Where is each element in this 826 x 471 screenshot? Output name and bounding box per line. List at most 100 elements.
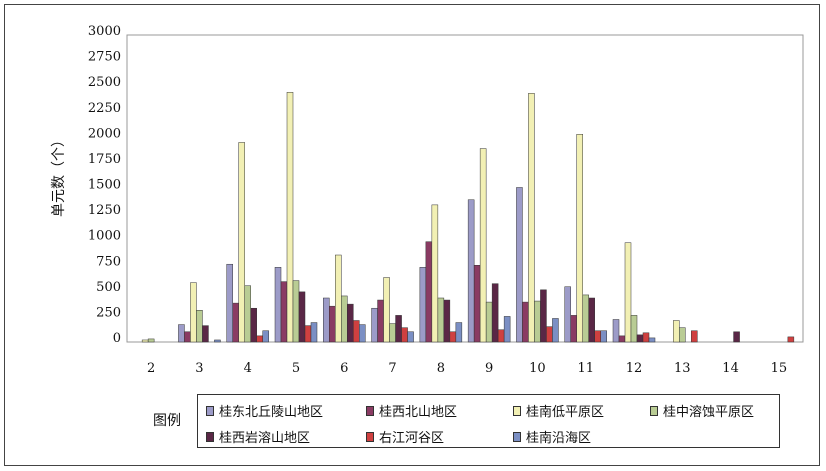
y-tick-label: 1500 xyxy=(88,178,121,193)
bar xyxy=(304,325,312,343)
plot-area: 0250500750100012501500175020002250250027… xyxy=(88,24,804,376)
bar xyxy=(787,336,795,343)
bar xyxy=(576,134,583,343)
legend-label: 桂西岩溶山地区 xyxy=(219,431,311,446)
bar xyxy=(443,299,451,343)
bar xyxy=(190,282,197,343)
legend-label: 桂南低平原区 xyxy=(526,405,605,420)
legend-swatch xyxy=(366,431,374,442)
bar xyxy=(286,92,294,343)
bar xyxy=(564,286,571,343)
y-tick-label: 1750 xyxy=(88,152,121,167)
legend-label: 右江河谷区 xyxy=(379,431,445,446)
bar xyxy=(196,310,203,343)
bar xyxy=(371,307,378,343)
bar xyxy=(238,142,245,343)
bar xyxy=(594,330,601,343)
bar xyxy=(540,289,547,343)
bar xyxy=(618,335,626,343)
x-tick-label: 5 xyxy=(292,361,300,376)
bar xyxy=(455,322,463,343)
bar xyxy=(503,316,511,343)
legend: 桂东北丘陵山地区 桂西北山地区 桂南低平原区 桂中溶蚀平原区桂西岩溶山地区 右江河谷区 桂… xyxy=(197,394,780,448)
bar xyxy=(449,331,457,343)
bar xyxy=(733,331,740,343)
bar xyxy=(383,277,390,343)
bar xyxy=(407,331,414,343)
y-tick-label: 250 xyxy=(96,305,121,320)
x-tick-label: 11 xyxy=(577,361,594,376)
bar xyxy=(437,297,445,343)
bar xyxy=(648,337,656,343)
y-tick-label: 2000 xyxy=(88,126,121,141)
bar xyxy=(280,281,288,343)
y-tick-label: 2250 xyxy=(88,101,121,116)
bar xyxy=(141,339,149,343)
legend-item: 桂西北山地区 xyxy=(366,401,457,420)
bar xyxy=(546,326,553,343)
y-tick-label: 1250 xyxy=(88,203,121,218)
y-tick-label: 2500 xyxy=(88,75,121,90)
bar xyxy=(588,297,595,343)
legend-label: 桂东北丘陵山地区 xyxy=(219,405,324,420)
x-tick-label: 9 xyxy=(485,361,493,376)
legend-label: 桂南沿海区 xyxy=(526,431,592,446)
x-tick-label: 12 xyxy=(626,361,643,376)
bar xyxy=(636,334,644,343)
x-tick-label: 15 xyxy=(771,361,788,376)
bar xyxy=(642,332,650,343)
bar xyxy=(359,324,366,343)
bar xyxy=(419,267,427,343)
bar xyxy=(673,320,680,343)
legend-item: 桂中溶蚀平原区 xyxy=(650,401,754,420)
bar xyxy=(491,283,499,343)
legend-item: 桂西岩溶山地区 xyxy=(206,427,310,446)
bar xyxy=(570,315,577,343)
bar-chart: 0250500750100012501500175020002250250027… xyxy=(51,24,804,376)
bar xyxy=(178,324,185,343)
bar xyxy=(395,315,402,343)
bar xyxy=(323,297,330,343)
bar xyxy=(389,323,396,343)
bar xyxy=(485,301,493,343)
bar xyxy=(335,254,342,343)
bar xyxy=(353,320,360,343)
bar xyxy=(298,291,306,343)
bar xyxy=(624,242,632,343)
bar xyxy=(377,299,384,343)
bar xyxy=(534,300,541,343)
plot-border xyxy=(126,34,804,343)
bar xyxy=(679,327,686,343)
bar xyxy=(630,315,638,343)
bar xyxy=(479,148,487,343)
legend-swatch xyxy=(366,405,374,416)
x-tick-label: 10 xyxy=(529,361,546,376)
y-tick-label: 3000 xyxy=(88,24,121,39)
bar xyxy=(347,303,354,343)
bar xyxy=(612,319,620,343)
legend-label: 桂中溶蚀平原区 xyxy=(663,405,755,420)
y-tick-label: 1000 xyxy=(88,229,121,244)
chart-frame: 0 250 500 750 1000 1250 1500 1750 2000 2250 2500 27… xyxy=(4,4,820,466)
bar xyxy=(431,204,439,343)
bar xyxy=(473,265,481,343)
legend-label: 桂西北山地区 xyxy=(379,405,458,420)
bar xyxy=(184,331,191,343)
bar xyxy=(226,263,233,343)
legend-swatch xyxy=(513,405,521,416)
bar xyxy=(250,307,257,343)
legend-swatch xyxy=(206,431,214,442)
bar xyxy=(691,330,698,343)
bar xyxy=(256,335,263,343)
x-tick-label: 8 xyxy=(437,361,445,376)
bar xyxy=(310,322,318,343)
legend-item: 右江河谷区 xyxy=(366,427,444,446)
x-tick-label: 7 xyxy=(388,361,396,376)
bar xyxy=(600,330,607,343)
x-tick-label: 13 xyxy=(674,361,691,376)
bar xyxy=(497,329,505,343)
y-tick-label: 2750 xyxy=(88,50,121,65)
x-tick-label: 4 xyxy=(244,361,252,376)
x-tick-label: 2 xyxy=(147,361,155,376)
bar xyxy=(341,295,348,343)
